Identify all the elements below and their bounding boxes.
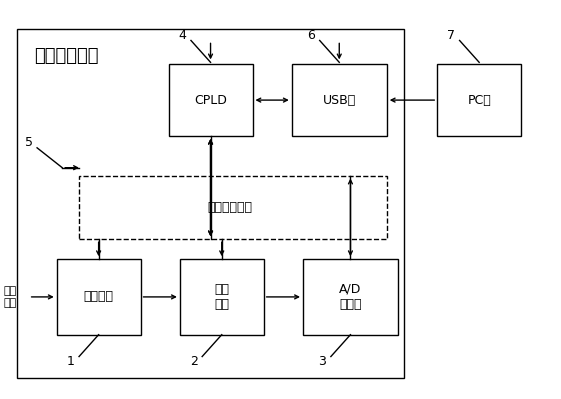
Text: 2: 2	[190, 355, 197, 368]
Text: 静电
电位: 静电 电位	[3, 286, 17, 308]
Text: 6: 6	[307, 29, 315, 42]
Text: 3: 3	[319, 355, 327, 368]
Text: 5: 5	[25, 136, 33, 149]
Bar	[303, 259, 398, 335]
Bar	[168, 64, 252, 136]
Text: 光耦隔离模块: 光耦隔离模块	[208, 201, 252, 214]
Text: CPLD: CPLD	[194, 94, 227, 107]
Text: 1: 1	[67, 355, 75, 368]
Bar	[437, 64, 521, 136]
Text: A/D
转换器: A/D 转换器	[339, 283, 362, 311]
Bar	[17, 28, 403, 378]
Bar	[180, 259, 264, 335]
Bar	[292, 64, 387, 136]
Text: 数据采集模块: 数据采集模块	[34, 47, 99, 65]
Text: 输入单元: 输入单元	[84, 290, 114, 303]
Text: 多路
开关: 多路 开关	[214, 283, 229, 311]
Text: PC机: PC机	[467, 94, 491, 107]
Bar	[57, 259, 141, 335]
Text: USB桥: USB桥	[323, 94, 356, 107]
Bar	[79, 176, 387, 239]
Text: 7: 7	[447, 29, 455, 42]
Text: 4: 4	[178, 29, 186, 42]
